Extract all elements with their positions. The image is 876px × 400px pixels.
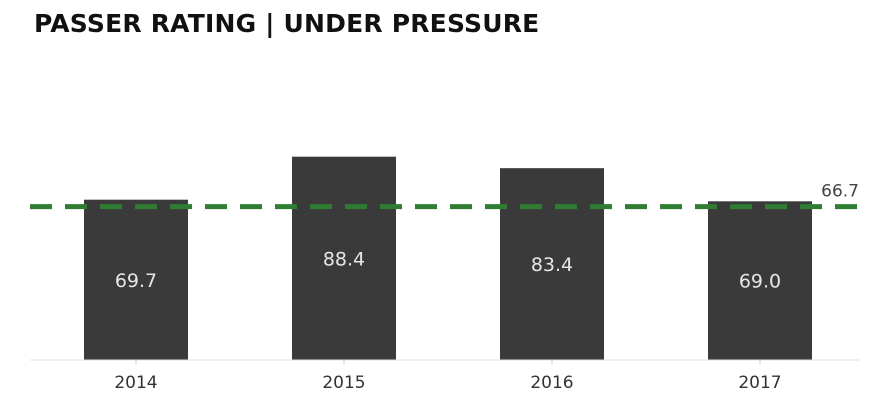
x-tick-label-2017: 2017 — [738, 373, 781, 393]
x-tick-label-2014: 2014 — [114, 373, 157, 393]
bar-2014 — [84, 199, 188, 360]
bar-2016 — [500, 168, 604, 360]
bar-2017 — [708, 201, 812, 360]
x-axis: 2014 2015 2016 2017 — [30, 359, 860, 393]
reference-line-group: 66.7 — [30, 182, 860, 210]
bar-2015 — [292, 156, 396, 360]
reference-line-label: 66.7 — [821, 182, 859, 202]
x-tick-label-2015: 2015 — [322, 373, 365, 393]
bar-value-label-2015: 88.4 — [323, 248, 365, 270]
x-tick-label-2016: 2016 — [530, 373, 573, 393]
bar-value-label-2014: 69.7 — [115, 270, 157, 292]
bars-group: 69.7 88.4 83.4 69.0 — [84, 156, 812, 360]
bar-value-label-2017: 69.0 — [739, 271, 781, 293]
chart-title: PASSER RATING | UNDER PRESSURE — [34, 9, 540, 38]
bar-value-label-2016: 83.4 — [531, 254, 573, 276]
